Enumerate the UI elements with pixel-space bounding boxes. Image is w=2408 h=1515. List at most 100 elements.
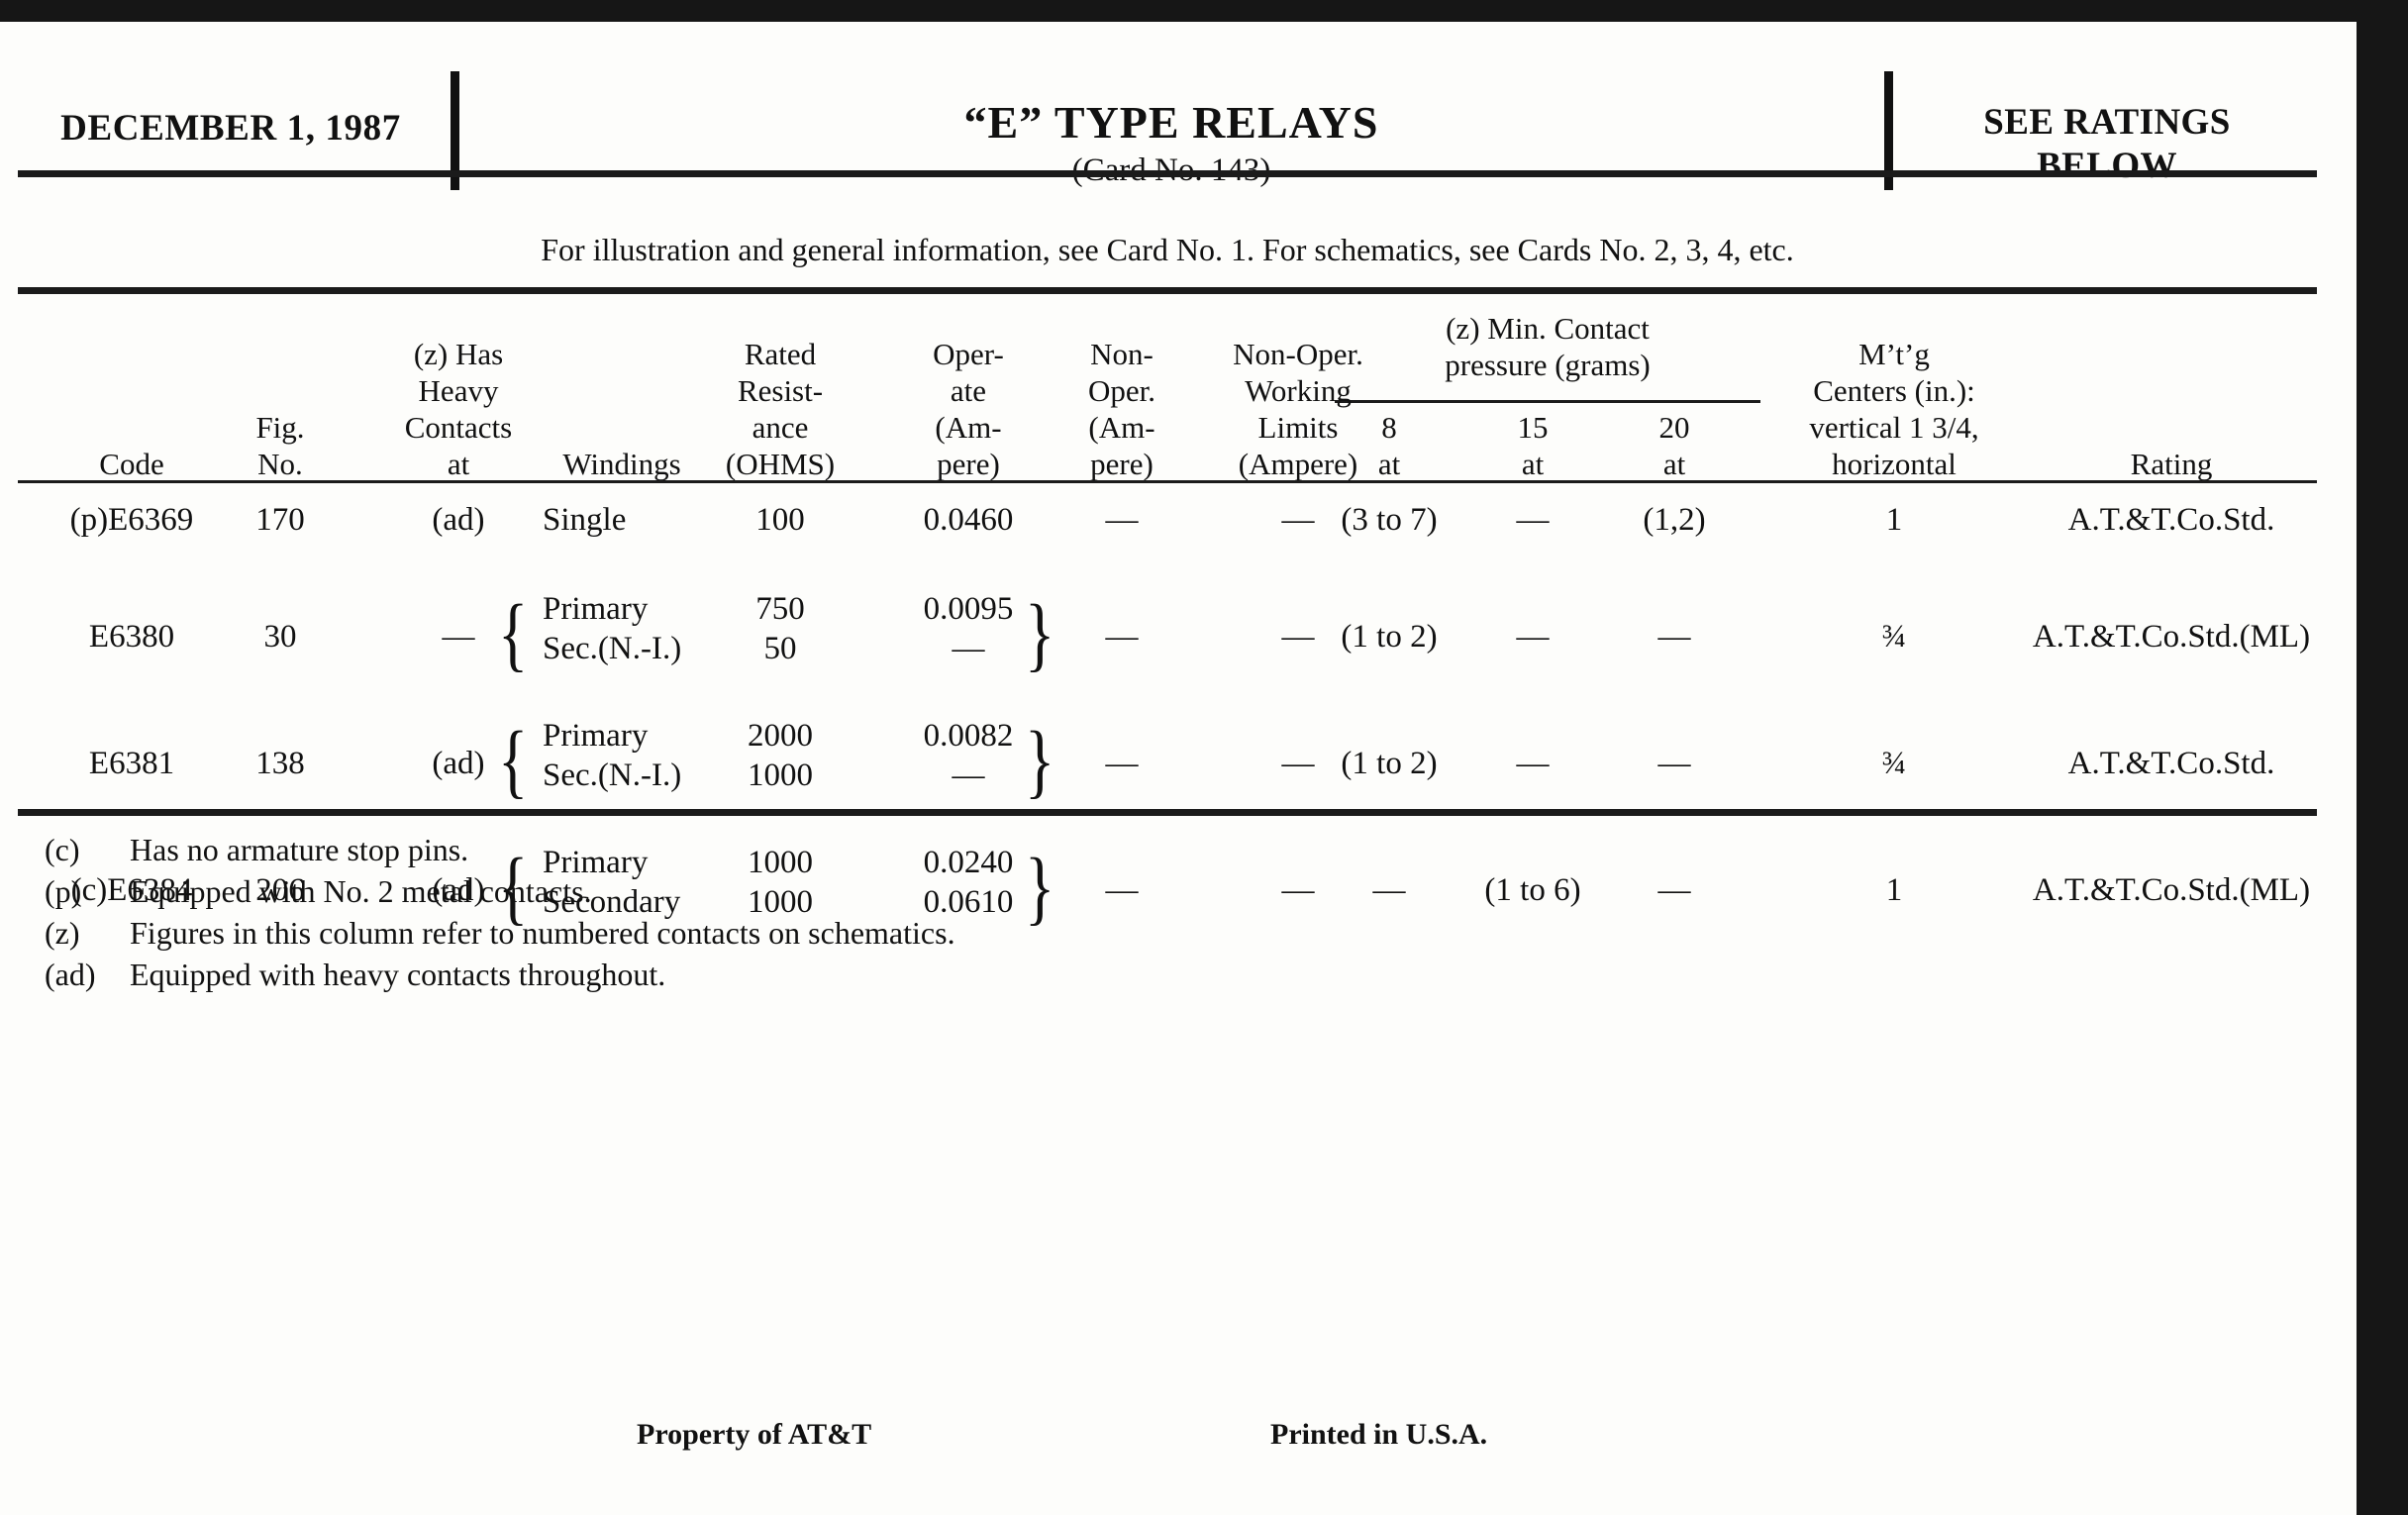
cell-windings: Primary Sec.(N.-I.) <box>483 589 760 668</box>
footnote-item: (c) Has no armature stop pins. <box>45 832 1629 873</box>
column-group-underline <box>1335 400 1760 403</box>
column-header-heavy-contacts-at: (z) Has Heavy Contacts at <box>340 336 577 482</box>
cell-working-limits: — <box>1281 746 1315 781</box>
footnote-tag: (z) <box>45 915 80 951</box>
header-line: Rated <box>744 337 817 371</box>
cell-mounting: ¾ <box>1881 619 1907 655</box>
brace-right-icon: } <box>1025 842 1055 934</box>
cell-resistance: 1000 1000 <box>671 843 889 922</box>
header-line: Limits <box>1257 410 1339 445</box>
footnote-item: (ad) Equipped with heavy contacts throug… <box>45 957 1629 998</box>
table-header-row: (z) Min. Contact pressure (grams) Code F… <box>18 304 2317 482</box>
cell-working-limits: — <box>1281 502 1315 538</box>
cell-mounting: ¾ <box>1881 746 1907 781</box>
header-line: Rating <box>2130 447 2213 481</box>
footnote-tag: (ad) <box>45 957 96 992</box>
footnote-text: Has no armature stop pins. <box>130 832 469 867</box>
footnote-tag: (p) <box>45 873 82 909</box>
resistance-line: 1000 <box>748 884 813 920</box>
header-line: Resist- <box>737 373 824 408</box>
cell-mounting: 1 <box>1885 502 1903 538</box>
header-line: (Am- <box>935 410 1002 445</box>
cell-operate: 0.0240 0.0610 <box>869 843 1067 922</box>
cell-pressure-8: (3 to 7) <box>1341 502 1438 538</box>
cell-code: (p)E6369 <box>69 502 194 538</box>
footnote-text: Equipped with heavy contacts throughout. <box>130 957 666 992</box>
table-rule-top <box>18 287 2317 294</box>
cell-pressure-15: — <box>1516 502 1550 538</box>
column-header-rating: Rating <box>2028 446 2315 482</box>
cell-heavy: (ad) <box>432 746 485 781</box>
cell-pressure-15: — <box>1516 619 1550 655</box>
cell-non-operate: — <box>1105 619 1139 655</box>
reference-note: For illustration and general information… <box>541 232 1794 267</box>
document-header: DECEMBER 1, 1987 “E” TYPE RELAYS (Card N… <box>18 44 2317 190</box>
header-line: Non-Oper. <box>1233 337 1363 371</box>
header-line: No. <box>257 447 303 481</box>
header-line: Contacts <box>404 410 513 445</box>
header-line: (OHMS) <box>725 447 836 481</box>
cell-rating: A.T.&T.Co.Std. <box>2067 746 2275 781</box>
cell-resistance: 100 <box>755 502 805 538</box>
cell-non-operate: — <box>1105 502 1139 538</box>
column-header-pressure-15-at: 15 at <box>1458 409 1607 482</box>
column-header-operate-amperes: Oper- ate (Am- pere) <box>869 336 1067 482</box>
document-title-block: “E” TYPE RELAYS (Card No. 143) <box>459 98 1883 191</box>
winding-line: Sec.(N.-I.) <box>543 631 682 666</box>
ratings-note-line1: SEE RATINGS <box>1983 102 2231 143</box>
header-line: at <box>447 447 470 481</box>
column-header-non-oper-working-limits: Non-Oper. Working Limits (Ampere) <box>1154 336 1442 482</box>
header-divider-left <box>451 71 459 190</box>
brace-left-icon: { <box>498 715 529 807</box>
cell-working-limits: — <box>1281 872 1315 908</box>
brace-right-icon: } <box>1025 588 1055 680</box>
cell-heavy: — <box>442 619 475 655</box>
brace-right-icon: } <box>1025 715 1055 807</box>
cell-figure: 30 <box>263 619 297 655</box>
cell-pressure-20: — <box>1657 746 1691 781</box>
cell-code: E6380 <box>88 619 175 655</box>
column-header-pressure-20-at: 20 at <box>1600 409 1749 482</box>
cell-figure: 138 <box>255 746 305 781</box>
header-line: M’t’g <box>1858 337 1930 371</box>
header-line: Oper- <box>933 337 1004 371</box>
cell-windings: Primary Sec.(N.-I.) <box>483 716 760 795</box>
header-line: 15 <box>1517 410 1549 445</box>
column-header-mounting-centers: M’t’g Centers (in.): vertical 1 3/4, hor… <box>1746 336 2043 482</box>
table-header-underline <box>18 480 2317 483</box>
cell-figure: 170 <box>255 502 305 538</box>
cell-rating: A.T.&T.Co.Std.(ML) <box>2032 872 2311 908</box>
winding-line: Primary <box>543 591 649 627</box>
cell-heavy: (ad) <box>432 872 485 908</box>
footnote-item: (p) Equipped with No. 2 metal contacts. <box>45 873 1629 915</box>
header-line: (Am- <box>1088 410 1155 445</box>
cell-pressure-20: (1,2) <box>1643 502 1706 538</box>
header-line: (z) Has <box>413 337 504 371</box>
resistance-line: 2000 <box>748 718 813 754</box>
cell-pressure-15: (1 to 6) <box>1484 872 1581 908</box>
operate-line: 0.0095 <box>923 591 1014 627</box>
operate-line: 0.0610 <box>923 884 1014 920</box>
cell-figure: 206 <box>255 872 305 908</box>
relay-specification-table: (z) Min. Contact pressure (grams) Code F… <box>18 304 2317 950</box>
winding-line: Primary <box>543 845 649 880</box>
header-line: horizontal <box>1832 447 1956 481</box>
column-header-figure-number: Fig. No. <box>221 409 340 482</box>
cell-resistance: 2000 1000 <box>671 716 889 795</box>
footnote-text: Figures in this column refer to numbered… <box>130 915 955 951</box>
ratings-note: SEE RATINGS BELOW <box>1899 101 2315 188</box>
header-line: Working <box>1245 373 1352 408</box>
table-row: E6380 30 — { Primary Sec.(N.-I.) 750 50 … <box>18 589 2317 696</box>
resistance-line: 1000 <box>748 758 813 793</box>
footnote-item: (z) Figures in this column refer to numb… <box>45 915 1629 957</box>
cell-operate: 0.0460 <box>923 502 1014 538</box>
cell-winding: Single <box>543 502 627 538</box>
winding-line: Sec.(N.-I.) <box>543 758 682 793</box>
header-line: ance <box>752 410 809 445</box>
cell-code: (c)E6384 <box>70 872 193 908</box>
header-line: (Ampere) <box>1238 447 1358 481</box>
cell-non-operate: — <box>1105 746 1139 781</box>
resistance-line: 1000 <box>748 845 813 880</box>
document-page: DECEMBER 1, 1987 “E” TYPE RELAYS (Card N… <box>0 22 2357 1515</box>
group-header-line1: (z) Min. Contact <box>1446 311 1650 346</box>
